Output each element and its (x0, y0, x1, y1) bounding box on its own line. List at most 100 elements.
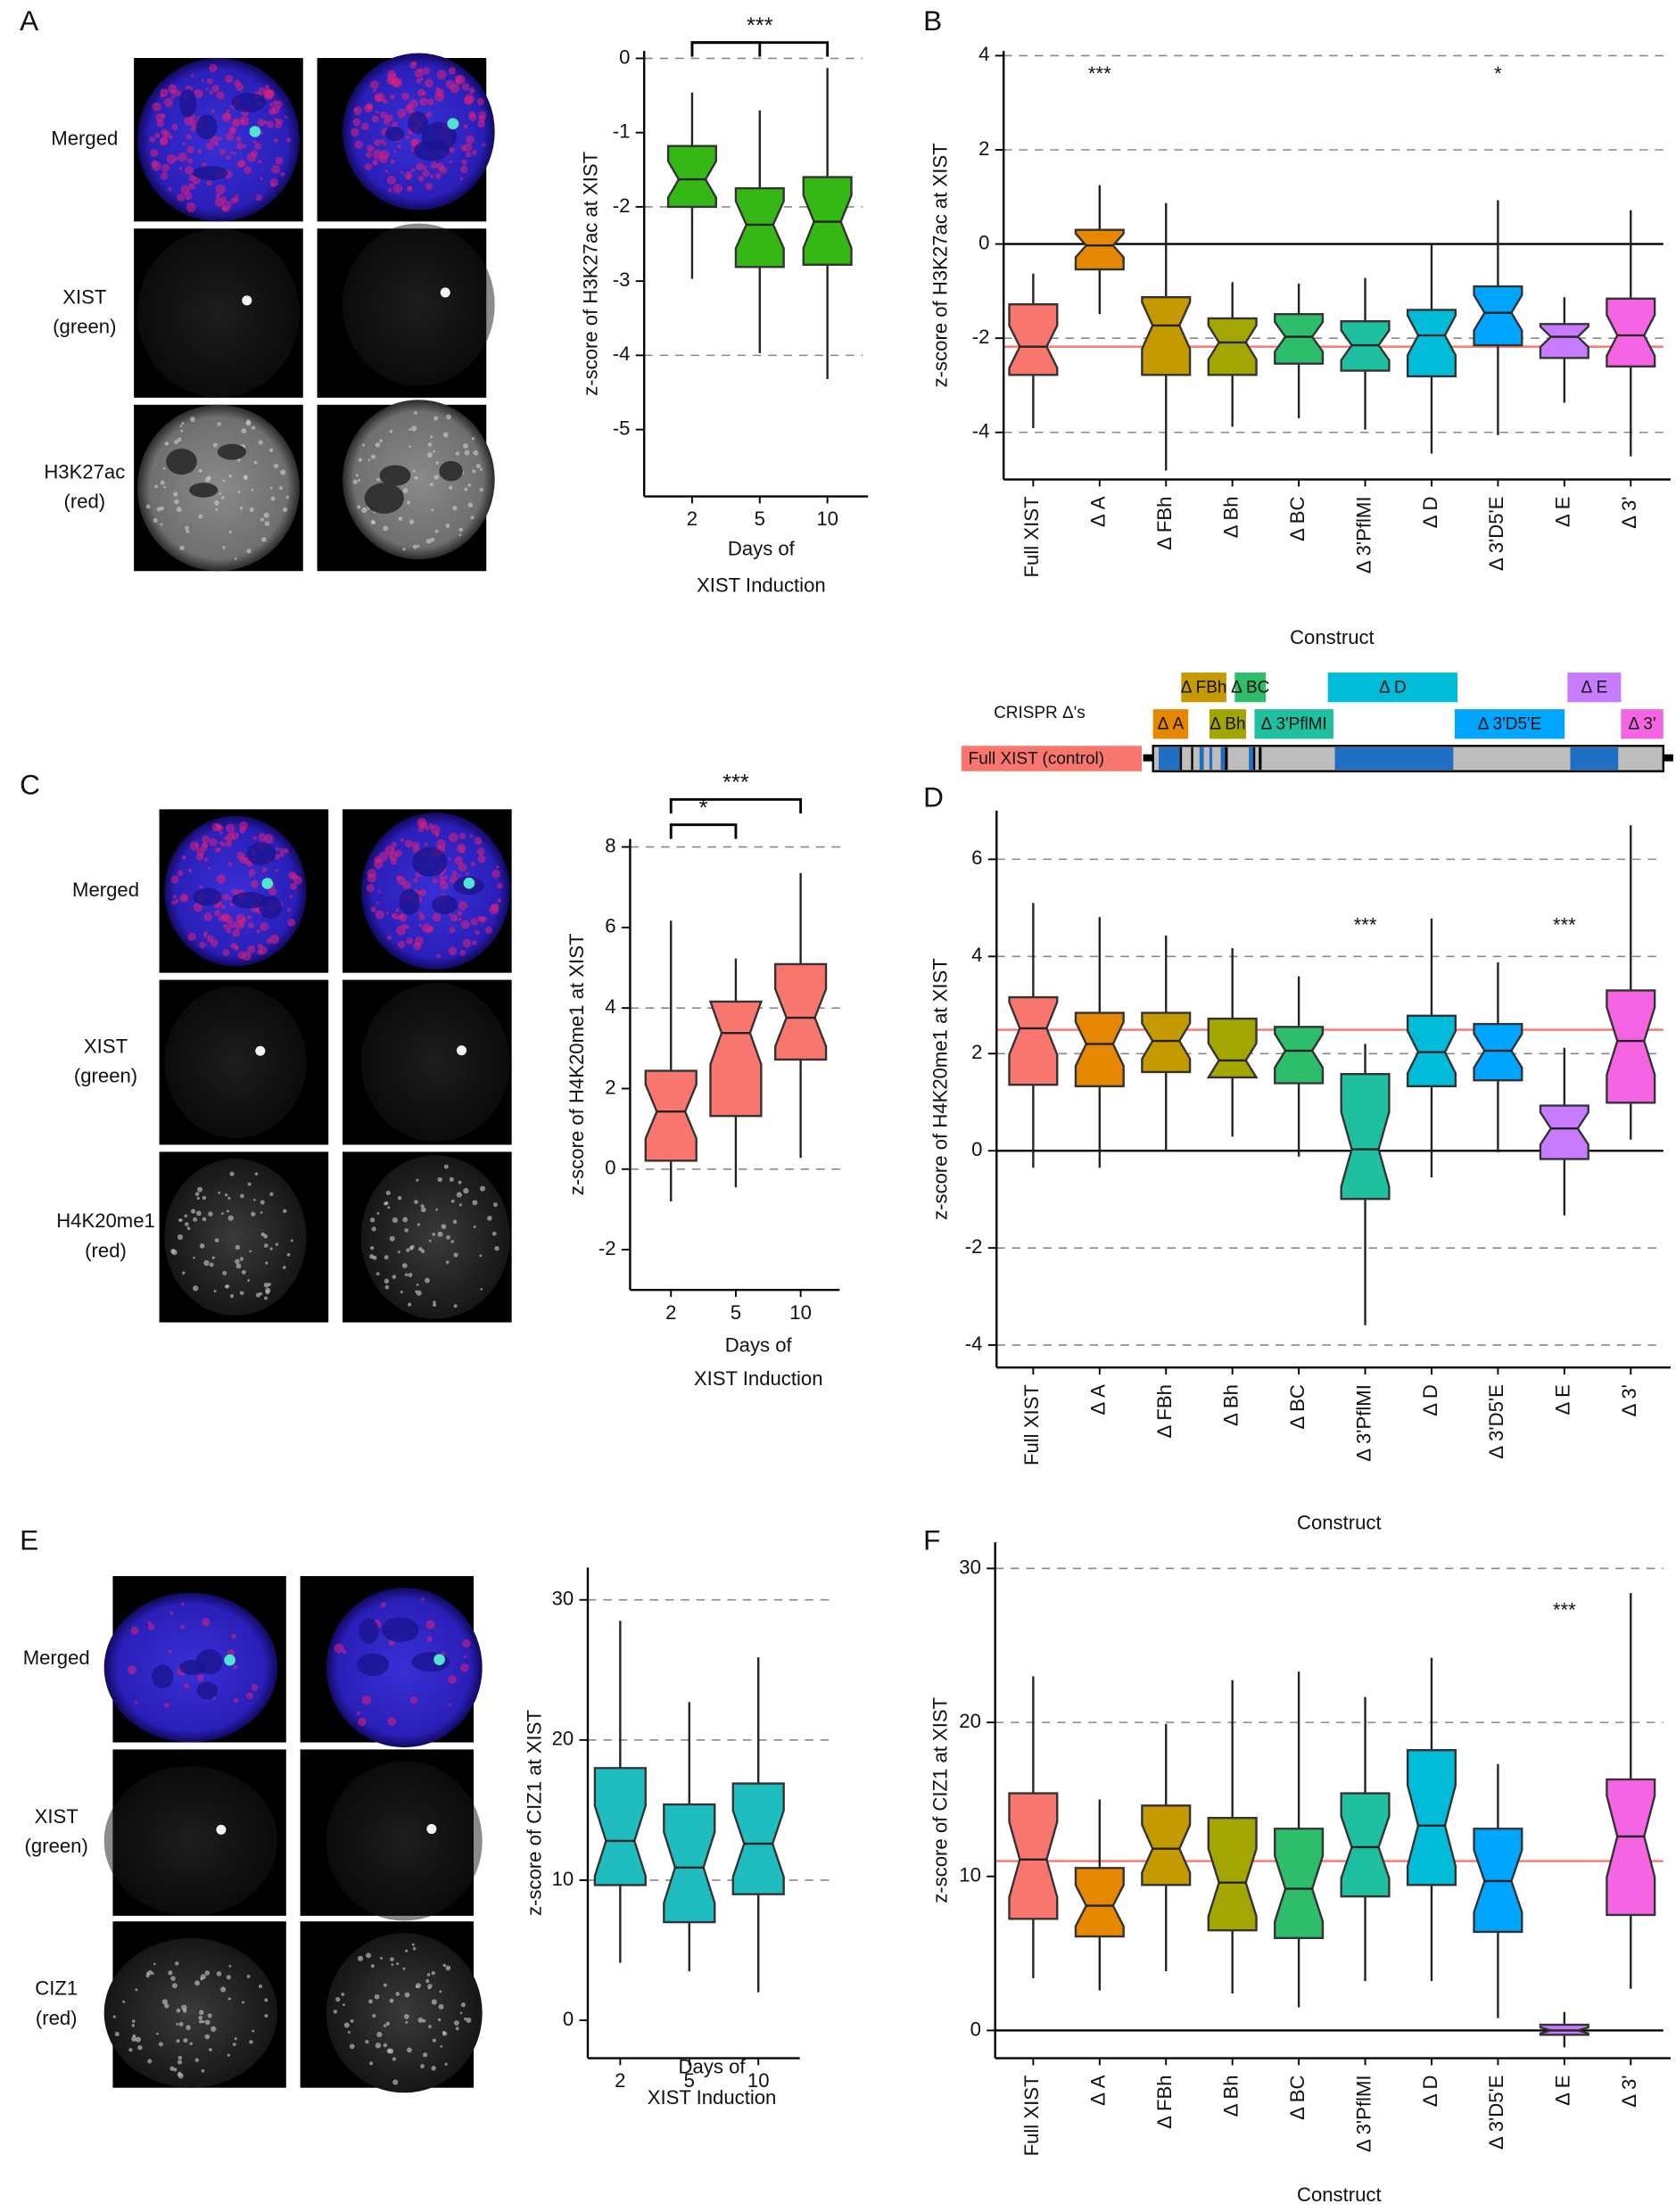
speckle (389, 429, 393, 433)
speckle (229, 1171, 235, 1176)
speckle (182, 1271, 186, 1275)
speckle (209, 90, 214, 95)
x-tick-label: Δ 3'PflMI (1352, 1384, 1375, 1462)
speckle (179, 893, 189, 903)
speckle (416, 78, 422, 84)
x-tick-label: 2 (615, 2069, 625, 2092)
box (1074, 1867, 1125, 1938)
speckle (456, 75, 466, 85)
speckle (397, 144, 401, 149)
speckle (227, 1196, 231, 1200)
speckle (168, 187, 172, 192)
speckle (195, 1210, 202, 1217)
speckle (221, 112, 232, 122)
speckle (241, 1269, 246, 1275)
speckle (404, 839, 413, 848)
speckle (419, 97, 428, 106)
speckle (266, 937, 272, 945)
speckle (450, 1240, 454, 1243)
box (1074, 1011, 1125, 1087)
speckle (213, 1289, 217, 1293)
speckle (267, 120, 275, 128)
row-label: (green) (25, 1835, 88, 1857)
speckle (187, 932, 196, 941)
speckle (180, 185, 190, 194)
speckle (477, 854, 486, 863)
speckle (204, 2034, 211, 2040)
x-tick-label: Δ A (1087, 1384, 1110, 1416)
speckle (478, 115, 486, 122)
speckle (207, 2013, 212, 2018)
panel-letter: E (20, 1523, 38, 1556)
speckle (369, 1217, 376, 1223)
speckle (209, 838, 218, 847)
speckle (374, 94, 383, 103)
speckle (225, 840, 233, 847)
speckle (369, 2061, 374, 2066)
speckle (269, 934, 279, 945)
speckle (384, 1201, 388, 1206)
speckle (391, 913, 395, 918)
y-tick-label: -4 (965, 1333, 983, 1355)
speckle (405, 135, 410, 140)
speckle (473, 450, 479, 456)
speckle (448, 832, 458, 843)
speckle (429, 174, 434, 178)
speckle (273, 463, 279, 468)
speckle (208, 2048, 212, 2051)
speckle (176, 507, 182, 513)
speckle (247, 1279, 251, 1283)
speckle (264, 834, 274, 844)
speckle (431, 1999, 437, 2005)
speckle (383, 525, 389, 532)
y-tick-label: 0 (971, 1138, 982, 1160)
speckle (226, 155, 231, 161)
speckle (285, 136, 292, 143)
speckle (446, 1234, 450, 1240)
speckle (170, 93, 177, 99)
speckle (219, 831, 224, 835)
nucleolus (196, 1681, 219, 1700)
speckle (414, 69, 424, 78)
speckle (161, 163, 170, 172)
speckle (152, 102, 161, 112)
speckle (406, 937, 413, 945)
box (773, 962, 828, 1061)
speckle (448, 946, 458, 955)
y-tick-label: 10 (959, 1864, 981, 1886)
speckle (186, 1226, 191, 1231)
speckle (224, 1193, 228, 1197)
speckle (428, 823, 434, 830)
row-label: Merged (51, 128, 118, 150)
speckle (220, 841, 227, 847)
x-tick-label: Δ 3'D5'E (1485, 1384, 1507, 1458)
box (708, 1000, 764, 1118)
y-tick-label: -2 (965, 1235, 983, 1258)
speckle (417, 2017, 424, 2023)
speckle (379, 154, 388, 164)
speckle (197, 149, 202, 154)
speckle (445, 1260, 450, 1264)
speckle (463, 124, 468, 129)
speckle (235, 83, 244, 92)
x-axis-label: XIST Induction (694, 1367, 823, 1390)
speckle (406, 103, 412, 110)
micrograph (103, 1749, 286, 1916)
speckle (176, 2008, 181, 2013)
speckle (258, 440, 263, 445)
speckle (215, 508, 219, 511)
speckle (396, 925, 406, 936)
speckle (156, 2032, 159, 2035)
speckle (252, 1199, 256, 1201)
speckle (203, 1259, 210, 1267)
xist-spot (426, 1824, 437, 1835)
speckle (259, 1292, 263, 1296)
speckle (333, 2010, 338, 2014)
speckle (463, 1655, 467, 1658)
speckle (460, 1663, 469, 1672)
speckle (226, 1975, 231, 1980)
deletion-label: Δ BC (1231, 678, 1269, 697)
speckle (402, 1967, 406, 1970)
speckle (397, 1250, 400, 1253)
nucleolus (384, 127, 405, 142)
